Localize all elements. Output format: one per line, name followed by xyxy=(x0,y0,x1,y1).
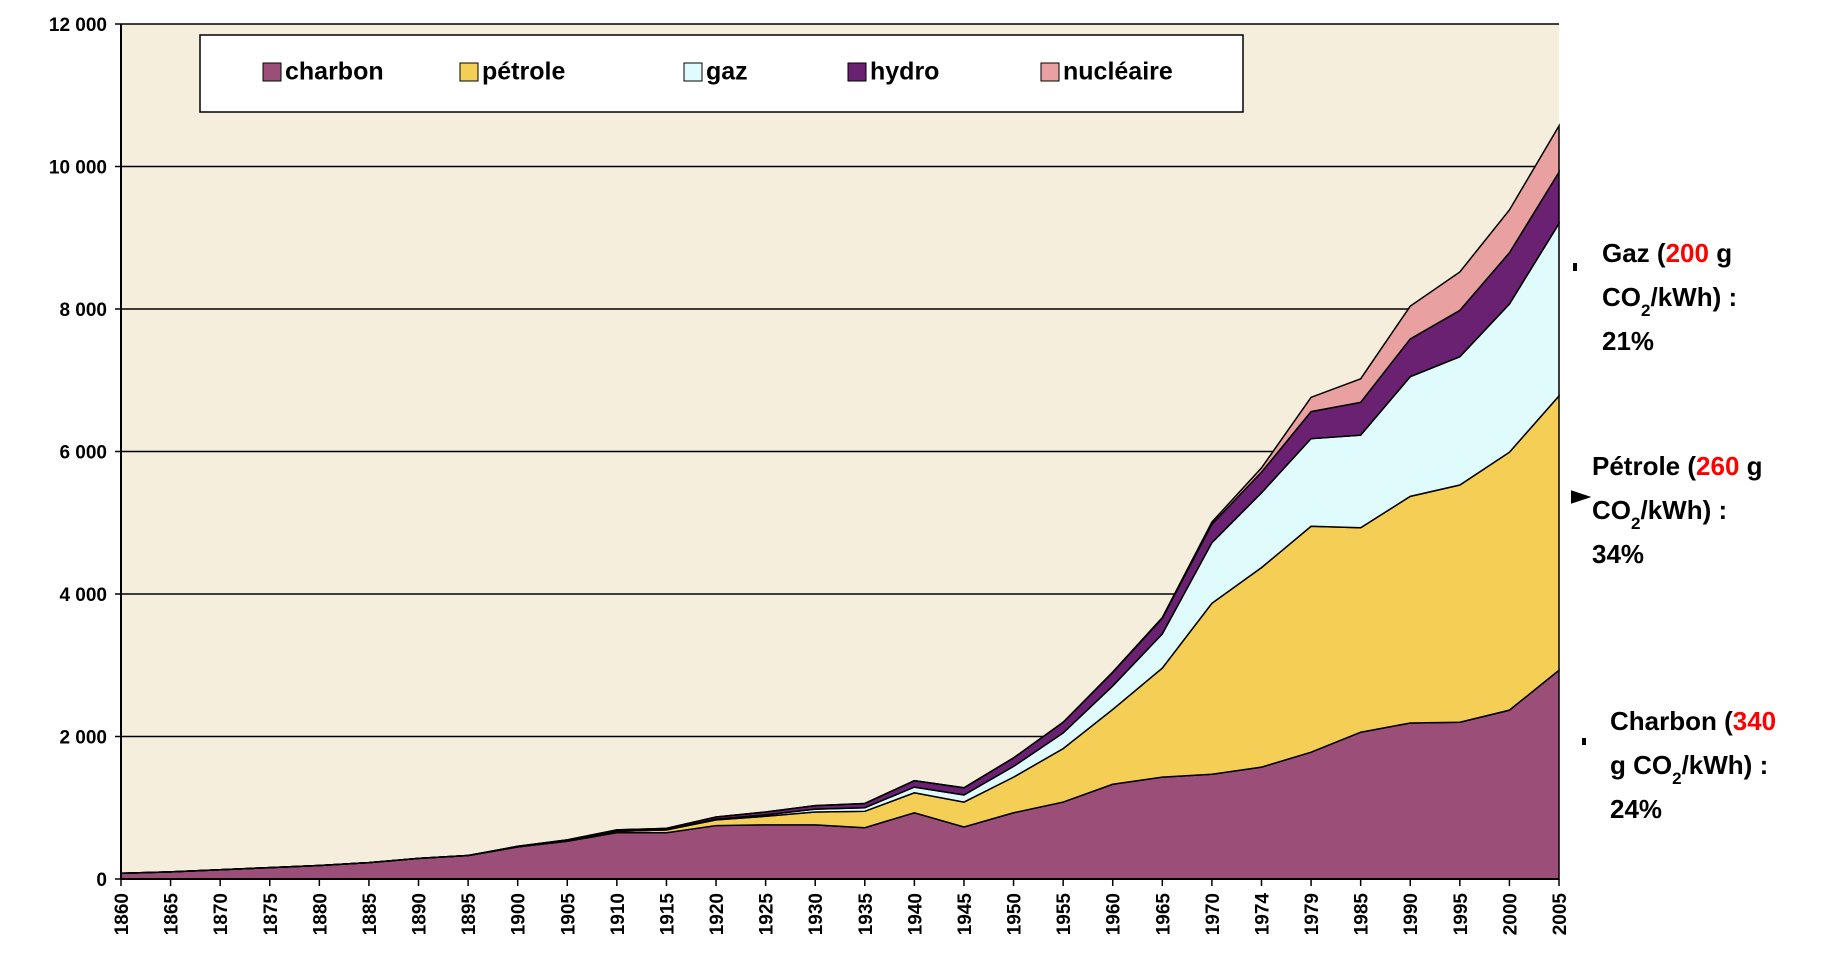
legend-swatch xyxy=(262,62,282,82)
annotation: Charbon (340 xyxy=(1610,706,1776,736)
annotation-part: CO xyxy=(1602,282,1641,312)
x-tick-label: 1930 xyxy=(806,893,827,935)
x-tick-label: 1955 xyxy=(1054,893,1075,936)
x-tick-label: 1965 xyxy=(1153,893,1174,936)
legend: charbon pétrole gaz hydro nucléaire xyxy=(199,34,1244,113)
annotation: 34% xyxy=(1592,539,1644,569)
x-tick-label: 1960 xyxy=(1104,893,1125,935)
x-tick-label: 1920 xyxy=(707,893,728,935)
x-tick-label: 1915 xyxy=(657,893,678,936)
x-tick-label: 1974 xyxy=(1252,893,1273,936)
annotation-part: /kWh) : xyxy=(1640,495,1727,525)
x-tick-label: 1900 xyxy=(509,893,530,935)
y-tick-label: 10 000 xyxy=(49,158,107,179)
legend-swatch xyxy=(847,62,867,82)
annotation-part: CO xyxy=(1592,495,1631,525)
annotation-part: 260 xyxy=(1696,451,1739,481)
x-tick-label: 1995 xyxy=(1451,893,1472,936)
annotation-part: 340 xyxy=(1733,706,1776,736)
annotation-part: g CO xyxy=(1610,750,1672,780)
annotation-marker xyxy=(1571,263,1592,745)
annotation-part: Charbon ( xyxy=(1610,706,1733,736)
annotation-part: 2 xyxy=(1672,769,1681,788)
x-tick-label: 1935 xyxy=(856,893,877,936)
y-tick-label: 2 000 xyxy=(59,728,107,749)
x-tick-label: 1895 xyxy=(459,893,480,936)
y-tick-label: 8 000 xyxy=(59,300,107,321)
annotation-part: g xyxy=(1709,238,1732,268)
legend-label: hydro xyxy=(870,58,939,86)
legend-label: charbon xyxy=(285,58,384,86)
x-tick-label: 1970 xyxy=(1203,893,1224,935)
annotation: CO2/kWh) : xyxy=(1592,495,1727,533)
x-tick-label: 1870 xyxy=(211,893,232,935)
y-tick-label: 12 000 xyxy=(49,15,107,36)
legend-label: gaz xyxy=(706,58,748,86)
annotation-part: 2 xyxy=(1641,301,1650,320)
x-tick-label: 1910 xyxy=(608,893,629,935)
legend-swatch xyxy=(1040,62,1060,82)
legend-label: pétrole xyxy=(482,58,565,86)
y-tick-label: 6 000 xyxy=(59,443,107,464)
annotation: 21% xyxy=(1602,326,1654,356)
legend-swatch xyxy=(459,62,479,82)
annotation: Pétrole (260 g xyxy=(1592,451,1763,481)
annotation-part: Pétrole ( xyxy=(1592,451,1696,481)
x-tick-label: 1950 xyxy=(1005,893,1026,935)
annotation: Gaz (200 g xyxy=(1602,238,1732,268)
annotation-part: Gaz ( xyxy=(1602,238,1666,268)
x-tick-label: 1940 xyxy=(905,893,926,935)
annotation-part: g xyxy=(1739,451,1762,481)
y-tick-label: 4 000 xyxy=(59,585,107,606)
x-tick-label: 2000 xyxy=(1500,893,1521,935)
y-tick-label: 0 xyxy=(96,870,107,891)
annotation: CO2/kWh) : xyxy=(1602,282,1737,320)
legend-label: nucléaire xyxy=(1063,58,1173,86)
x-tick-label: 1990 xyxy=(1401,893,1422,935)
area xyxy=(120,123,1560,875)
annotation-part: /kWh) : xyxy=(1682,750,1769,780)
legend-box xyxy=(199,34,1244,113)
x-tick-label: 1945 xyxy=(955,893,976,936)
annotation-part: 21% xyxy=(1602,326,1654,356)
x-tick-label: 1885 xyxy=(360,893,381,936)
x-tick-label: 1925 xyxy=(757,893,778,936)
annotation-part: 34% xyxy=(1592,539,1644,569)
x-tick-label: 1880 xyxy=(310,893,331,935)
annotation-part: 2 xyxy=(1631,514,1640,533)
annotation-part: /kWh) : xyxy=(1650,282,1737,312)
annotation-part: 24% xyxy=(1610,794,1662,824)
x-tick-label: 1985 xyxy=(1352,893,1373,936)
annotation: g CO2/kWh) : xyxy=(1610,750,1768,788)
x-tick-label: 1890 xyxy=(410,893,431,935)
legend-swatch xyxy=(683,62,703,82)
x-tick-label: 1875 xyxy=(261,893,282,936)
x-tick-label: 1905 xyxy=(558,893,579,936)
x-tick-label: 2005 xyxy=(1550,893,1571,936)
annotation: 24% xyxy=(1610,794,1662,824)
annotation-part: 200 xyxy=(1666,238,1709,268)
x-tick-label: 1865 xyxy=(162,893,183,936)
x-tick-label: 1979 xyxy=(1302,893,1323,935)
x-tick-label: 1860 xyxy=(112,893,133,935)
